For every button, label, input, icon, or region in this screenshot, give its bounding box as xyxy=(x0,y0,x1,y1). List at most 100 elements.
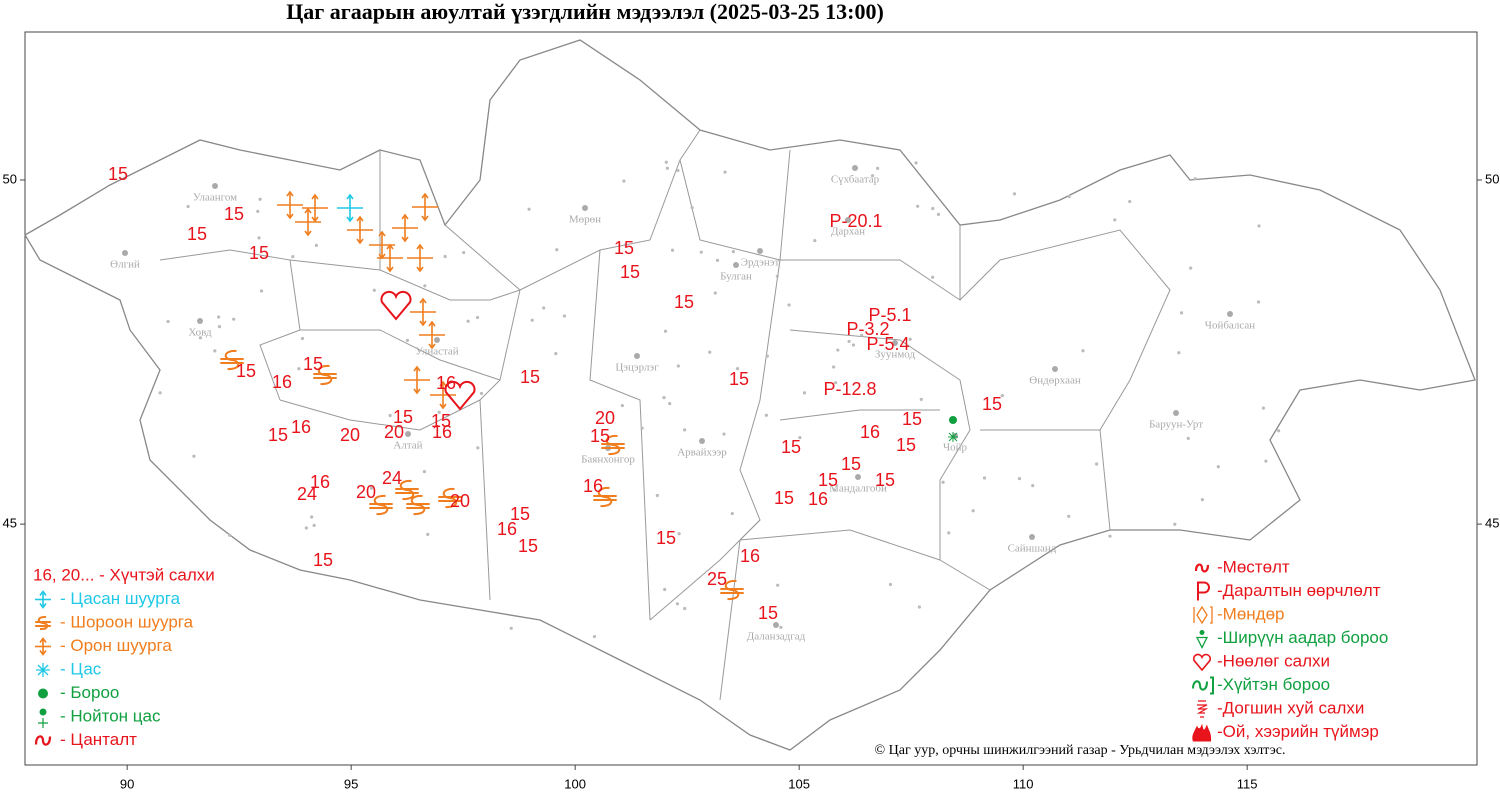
station-dot xyxy=(775,274,779,278)
symbol-part xyxy=(421,192,429,222)
legend-right-label: -Хүйтэн бороо xyxy=(1217,675,1330,694)
station-dot xyxy=(622,179,626,183)
snowstorm-symbol xyxy=(410,297,436,327)
station-dot xyxy=(665,166,670,170)
station-dot xyxy=(936,212,941,217)
city-dot xyxy=(434,337,440,343)
wind-speed-label: 15 xyxy=(774,488,794,508)
legend-left-label: - Цанталт xyxy=(60,730,137,749)
y-tick-label-left: 45 xyxy=(3,516,17,531)
station-dot xyxy=(676,364,680,368)
wind-speed-label: 16 xyxy=(860,422,880,442)
wind-speed-label: 15 xyxy=(841,454,861,474)
wind-speed-label: 16 xyxy=(808,489,828,509)
wind-speed-label: 15 xyxy=(614,238,634,258)
wet-snow-dot xyxy=(39,708,47,716)
station-dot xyxy=(851,343,856,347)
duststorm-symbol xyxy=(220,349,244,371)
station-dot xyxy=(1012,192,1017,196)
station-dot xyxy=(971,509,975,513)
wind-speed-label: 16 xyxy=(583,476,603,496)
legend-right-label: -Мөстөлт xyxy=(1217,557,1290,576)
legend-right-label: -Нөөлөг салхи xyxy=(1217,651,1330,670)
station-dot xyxy=(675,602,680,606)
wind-speed-label: 20 xyxy=(595,408,615,428)
station-dot xyxy=(832,488,837,492)
station-dot xyxy=(257,236,261,240)
wind-speed-label: 15 xyxy=(108,164,128,184)
station-dot xyxy=(1179,311,1184,315)
station-dot xyxy=(166,319,170,324)
station-dot xyxy=(764,413,768,417)
duststorm-symbol xyxy=(593,486,617,508)
station-dot xyxy=(217,315,221,319)
wind-speed-label: 16 xyxy=(740,546,760,566)
station-dot xyxy=(297,367,301,371)
station-dot xyxy=(388,413,392,418)
station-dot xyxy=(1095,462,1099,466)
symbol-part xyxy=(416,243,424,273)
x-tick-label: 100 xyxy=(564,776,586,791)
cold-rain-symbol xyxy=(1192,676,1214,695)
station-dot xyxy=(509,626,513,630)
country-border xyxy=(24,39,1476,751)
station-dot xyxy=(192,454,196,458)
wind-speed-label: 15 xyxy=(620,262,640,282)
station-dot xyxy=(779,625,783,629)
station-dot xyxy=(876,166,880,170)
station-dot xyxy=(731,250,735,254)
duststorm-symbol xyxy=(720,579,744,601)
wet-snow-symbol xyxy=(948,432,958,442)
station-dot xyxy=(1261,406,1266,410)
wind-speed-label: 24 xyxy=(297,484,317,504)
snowstorm-symbol xyxy=(430,380,456,410)
duststorm-symbol xyxy=(369,494,393,516)
hail-symbol xyxy=(1193,605,1213,625)
city-name: Баруун-Урт xyxy=(1149,419,1203,431)
y-tick-label-right: 45 xyxy=(1485,516,1499,531)
station-dot xyxy=(836,348,840,352)
symbol-part xyxy=(413,365,421,395)
wet-snow-star xyxy=(38,718,48,728)
duststorm-symbol xyxy=(601,434,625,456)
city-dot xyxy=(634,353,640,359)
station-dot xyxy=(699,250,703,254)
wind-speed-label: 15 xyxy=(393,407,413,427)
wind-speed-label: 20 xyxy=(450,491,470,511)
station-dot xyxy=(462,250,466,255)
snowstorm-symbol xyxy=(404,365,430,395)
credit: © Цаг уур, орчны шинжилгээний газар - Ур… xyxy=(875,743,1286,758)
station-dot xyxy=(1067,514,1071,518)
province-borders xyxy=(159,129,1171,701)
wind-speed-label: 15 xyxy=(431,411,451,431)
station-dot xyxy=(1189,266,1193,270)
legend-left-label: - Нойтон цас xyxy=(60,706,161,725)
wind-speed-label: 15 xyxy=(520,367,540,387)
station-dot xyxy=(870,174,875,178)
station-dot xyxy=(1256,300,1261,304)
pressure-label: P-12.8 xyxy=(823,379,876,399)
city-dot xyxy=(582,205,588,211)
snowstorm-symbol xyxy=(419,320,445,350)
station-dot xyxy=(1264,459,1268,463)
symbol-part xyxy=(286,190,294,220)
city-dot xyxy=(855,474,861,480)
station-dot xyxy=(730,511,734,516)
station-dot xyxy=(542,306,546,310)
rain-symbol xyxy=(38,688,48,699)
wind-speed-label: 16 xyxy=(436,373,456,393)
station-dot xyxy=(982,476,987,480)
symbol-part xyxy=(304,207,312,237)
legend-left-label: - Цасан шуурга xyxy=(60,589,181,608)
wind-speed-label: 16 xyxy=(497,519,517,539)
wind-speed-label: 15 xyxy=(249,243,269,263)
wind-speed-label: 16 xyxy=(272,372,292,392)
station-dot xyxy=(713,291,717,295)
city-name: Сүхбаатар xyxy=(831,174,880,186)
station-dot xyxy=(1200,498,1204,502)
station-dot xyxy=(530,318,534,322)
city-name: Чойр xyxy=(943,442,968,454)
wind-speed-label: 15 xyxy=(896,435,916,455)
wind-speed-label: 15 xyxy=(590,426,610,446)
snowstorm-symbol xyxy=(392,213,418,243)
